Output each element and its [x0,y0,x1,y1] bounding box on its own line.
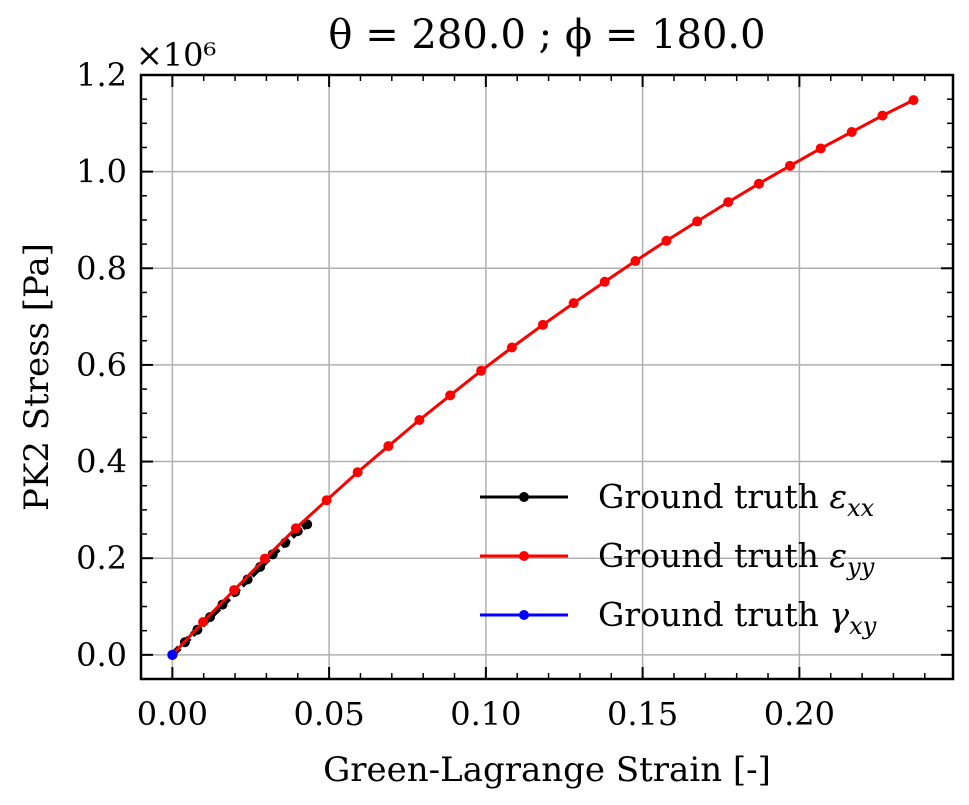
series-xy [167,649,178,660]
data-point-yy [198,616,209,627]
x-tick-label: 0.20 [764,695,835,733]
data-point-yy [661,235,672,246]
x-tick-label: 0.15 [607,695,678,733]
y-tick-label: 1.2 [76,56,127,94]
data-point-yy [630,256,641,267]
data-point-yy [723,197,734,208]
data-point-yy [815,143,826,154]
y-axis-multiplier: ×10⁶ [136,36,216,74]
legend-marker-xx [519,492,529,502]
data-point-yy [383,441,394,452]
legend-marker-yy [519,551,529,561]
plot-frame [139,73,955,681]
legend-label-yy: Ground truth εyy [598,536,875,581]
y-tick-label: 0.0 [76,636,127,674]
data-point-yy [753,178,764,189]
data-point-yy [599,276,610,287]
data-point-yy [846,127,857,138]
data-point-yy [784,160,795,171]
x-tick-label: 0.00 [137,695,208,733]
data-point-yy [229,585,240,596]
y-tick-label: 0.6 [76,346,127,384]
data-point-yy [692,216,703,227]
x-tick-label: 0.10 [450,695,521,733]
y-tick-label: 0.8 [76,249,127,287]
y-tick-label: 0.2 [76,539,127,577]
legend: Ground truth εxx Ground truth εyy Ground t… [480,477,877,640]
grid [141,74,953,679]
data-point-yy [414,415,425,426]
legend-label-xx: Ground truth εxx [598,477,875,522]
legend-entry-xy: Ground truth γxy [480,595,877,640]
data-point-yy [352,467,363,478]
legend-label-xy: Ground truth γxy [598,595,877,640]
y-tick-label: 1.0 [76,153,127,191]
legend-entry-yy: Ground truth εyy [480,536,875,581]
x-tick-label: 0.05 [293,695,364,733]
series-yy [167,95,919,660]
legend-entry-xx: Ground truth εxx [480,477,875,522]
y-tick-label: 0.4 [76,443,127,481]
data-point-yy [259,553,270,564]
data-point-yy [445,390,456,401]
axis-ticks [140,74,953,680]
data-point-xx [217,599,228,610]
y-axis-label: PK2 Stress [Pa] [17,243,57,511]
legend-marker-xy [519,610,529,620]
chart-title: θ = 280.0 ; ϕ = 180.0 [328,12,765,58]
data-point-yy [877,110,888,121]
x-tick-labels: 0.00 0.05 0.10 0.15 0.20 [137,695,835,733]
data-point-yy [290,523,301,534]
data-point-xy [167,649,178,660]
data-point-yy [321,495,332,506]
data-point-yy [908,95,919,106]
plot-series [167,95,919,660]
x-axis-label: Green-Lagrange Strain [-] [323,750,771,790]
data-point-yy [476,365,487,376]
y-tick-labels: 0.0 0.2 0.4 0.6 0.8 1.0 1.2 [76,56,127,674]
data-point-yy [568,298,579,309]
data-point-yy [506,342,517,353]
data-point-yy [537,319,548,330]
